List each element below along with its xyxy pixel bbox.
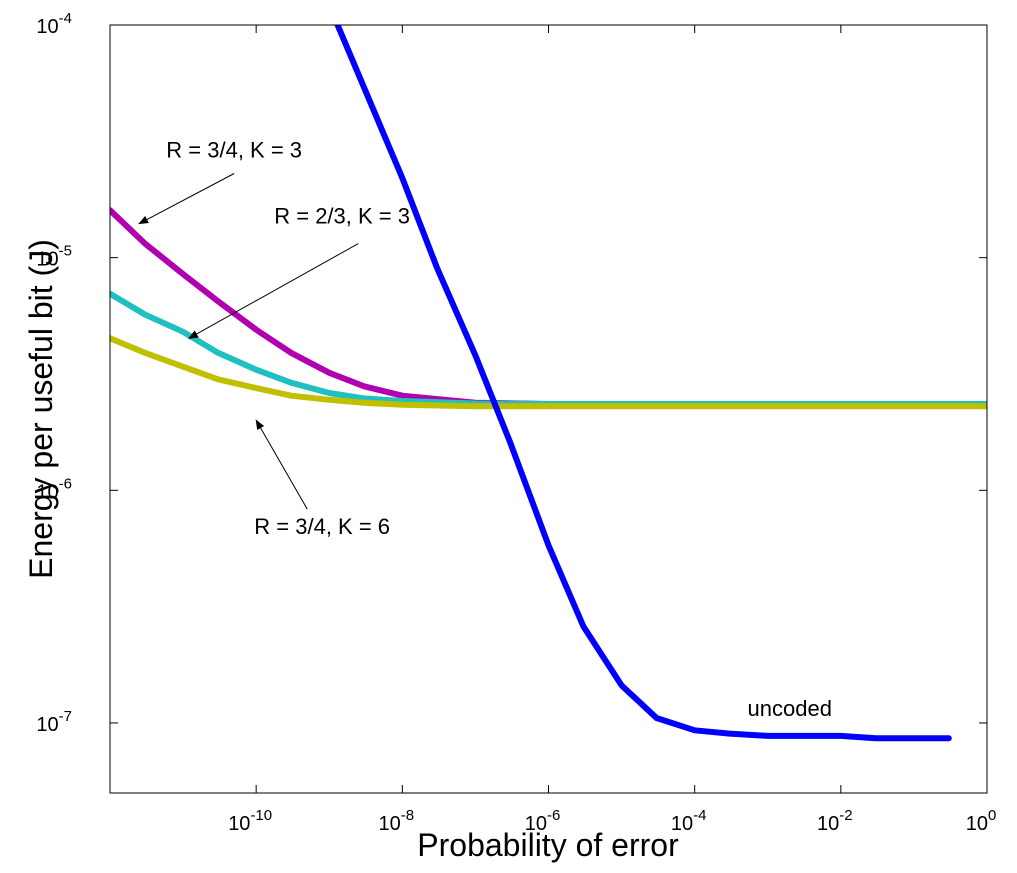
y-tick-label: 10-7 (36, 708, 72, 736)
y-tick-label: 10-4 (36, 10, 72, 38)
annotation-r-3-4-k-3: R = 3/4, K = 3 (166, 137, 302, 162)
x-tick-label: 100 (966, 807, 997, 835)
series-line-r-3-4-k-6 (110, 335, 987, 410)
y-axis-title: Energy per useful bit (J) (23, 239, 59, 579)
annotation-arrow-r-3-4-k-6 (255, 419, 308, 510)
annotation-r-3-4-k-6: R = 3/4, K = 6 (254, 514, 390, 539)
x-tick-label: 10-8 (379, 807, 415, 835)
annotation-arrow-r-3-4-k-3 (138, 173, 235, 225)
annotation-r-2-3-k-3: R = 2/3, K = 3 (274, 204, 410, 229)
x-tick-label: 10-2 (817, 807, 853, 835)
series-line-uncoded (334, 25, 952, 742)
x-axis-title: Probability of error (417, 827, 679, 863)
annotation-layer: R = 3/4, K = 3 R = 2/3, K = 3 R = 3/4, K =… (138, 137, 832, 721)
x-tick-label: 10-10 (228, 807, 272, 835)
annotation-uncoded: uncoded (748, 696, 832, 721)
annotation-arrow-r-2-3-k-3 (187, 243, 359, 339)
